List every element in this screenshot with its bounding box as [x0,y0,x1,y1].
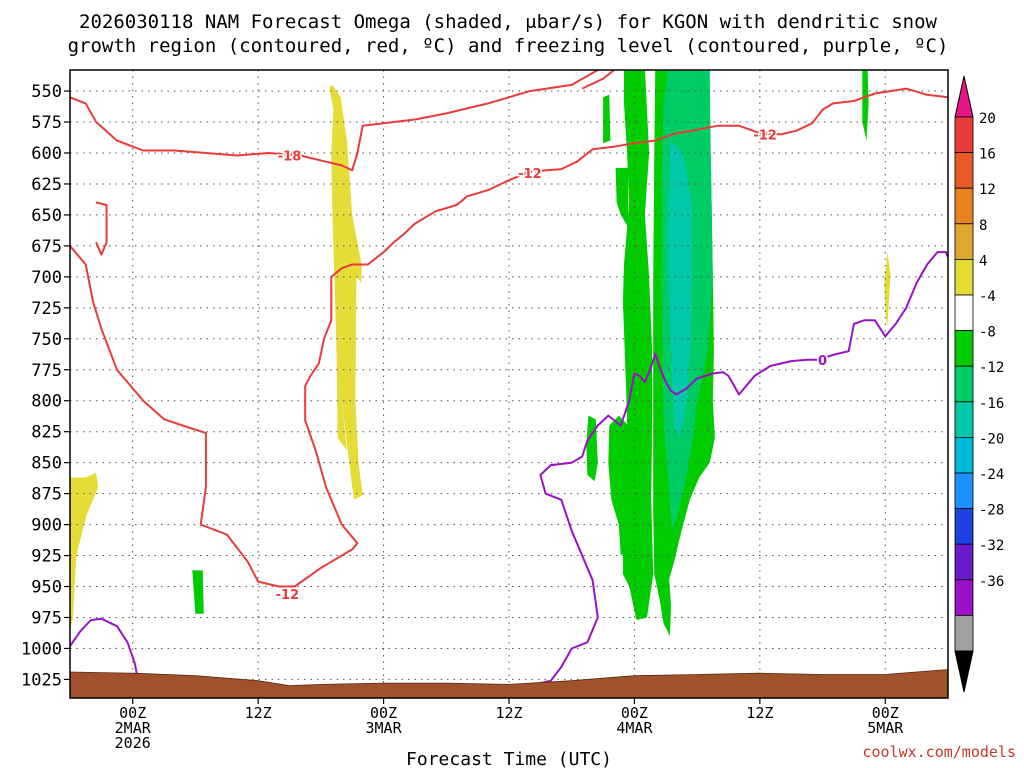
contour-label-0: -18 [278,149,302,164]
colorbar-label-2: 12 [979,182,996,198]
x-tick-label-5-0: 12Z [746,704,773,722]
colorbar-bin-6 [954,294,974,331]
x-tick-label-4-0: 00Z [621,704,648,722]
y-axis-ticks: 550 575 600 625 650 675 700 725 750 775 800 825 850 8… [21,82,70,690]
y-tick-label-675: 675 [31,237,62,257]
omega-region-9 [608,415,630,556]
dotted-grid [70,70,948,698]
colorbar-tip-top [954,75,974,118]
omega-region-10 [862,70,869,141]
omega-region-11 [192,570,204,614]
plot-area: -18 -12 0 -12 -12 [70,70,948,698]
colorbar-label-5: -4 [979,289,996,305]
y-tick-label-1025: 1025 [21,670,62,690]
contour-label-lower: -12 [276,588,300,603]
y-tick-label-1000: 1000 [21,639,62,659]
colorbar-bin-4 [954,223,974,260]
colorbar-bin-8 [954,365,974,403]
omega-region-2 [884,252,891,327]
y-tick-label-925: 925 [31,547,62,567]
y-tick-label-725: 725 [31,299,62,319]
colorbar-bin-12 [954,508,974,545]
y-tick-label-875: 875 [31,485,62,505]
y-tick-label-625: 625 [31,175,62,195]
chart-title-line-1: 2026030118 NAM Forecast Omega (shaded, μ… [79,11,937,33]
contour-label-3: 0 [818,354,827,369]
colorbar-label-4: 4 [979,253,987,269]
x-tick-label-6-1: 5MAR [867,719,904,737]
y-tick-label-975: 975 [31,608,62,628]
colorbar-label-8: -16 [979,396,1004,412]
y-tick-label-950: 950 [31,578,62,598]
chart-title-line-2: growth region (contoured, red, ºC) and f… [68,35,949,57]
colorbar-bin-1 [954,116,974,153]
y-tick-label-550: 550 [31,82,62,102]
contour-label-1: -12 [518,167,542,182]
y-tick-label-700: 700 [31,268,62,288]
colorbar-bin-3 [954,187,974,225]
x-tick-label-0-1: 2MAR [115,719,152,737]
colorbar-label-12: -32 [979,538,1004,554]
y-tick-label-850: 850 [31,454,62,474]
omega-region-1 [70,472,99,630]
y-tick-label-800: 800 [31,392,62,412]
contour-line-1 [70,87,948,588]
x-tick-label-6-0: 00Z [872,704,899,722]
y-tick-label-775: 775 [31,361,62,381]
y-tick-label-750: 750 [31,330,62,350]
colorbar-bin-7 [954,330,974,367]
omega-shading [70,70,891,637]
colorbar-label-3: 8 [979,218,987,234]
contour-line-4 [529,251,948,687]
colorbar-label-0: 20 [979,111,996,127]
colorbar-tip-bottom [954,650,974,693]
omega-region-3 [622,70,654,620]
colorbar-bin-11 [954,472,974,509]
y-tick-label-575: 575 [31,113,62,133]
x-tick-label-0-0: 00Z [119,704,146,722]
colorbar-label-10: -24 [979,467,1004,483]
x-tick-label-1-0: 12Z [245,704,272,722]
omega-region-8 [603,94,611,144]
x-tick-label-4-1: 4MAR [616,719,653,737]
colorbar-label-9: -20 [979,431,1004,447]
ground-fill [70,669,948,698]
contour-label-upper-right: -12 [753,128,777,143]
colorbar-label-7: -12 [979,360,1004,376]
colorbar-label-1: 16 [979,147,996,163]
contour-lines: -18 -12 0 -12 -12 [70,70,948,687]
colorbar-label-13: -36 [979,574,1004,590]
omega-region-0 [329,84,363,500]
x-tick-label-2-1: 3MAR [366,719,403,737]
y-tick-label-600: 600 [31,144,62,164]
y-tick-label-900: 900 [31,516,62,536]
colorbar-bin-2 [954,152,974,189]
credit-text: coolwx.com/models [862,743,1016,761]
omega-region-13 [667,140,692,438]
x-tick-label-3-0: 12Z [495,704,522,722]
colorbar: 20 16 12 8 4 -4 -8 -12 -16 -20 -24 -28 -32 -36 [954,75,1004,693]
y-tick-label-825: 825 [31,423,62,443]
x-tick-label-0-2: 2026 [115,734,151,752]
contour-line-2 [95,201,108,256]
colorbar-bin-13 [954,543,974,581]
colorbar-bin-5 [954,258,974,296]
colorbar-bin-10 [954,436,974,474]
omega-region-4 [653,70,671,637]
ground-surface [70,669,948,698]
y-tick-label-650: 650 [31,206,62,226]
colorbar-bin-14 [954,579,974,616]
colorbar-label-11: -28 [979,503,1004,519]
omega-region-6 [586,415,598,482]
omega-region-7 [615,167,629,228]
contour-line-0 [70,70,616,172]
contour-line-3 [70,617,139,680]
colorbar-bin-9 [954,401,974,438]
x-tick-label-2-0: 00Z [370,704,397,722]
colorbar-label-6: -8 [979,325,996,341]
colorbar-bin-15 [954,615,974,652]
x-axis-label: Forecast Time (UTC) [406,749,612,768]
